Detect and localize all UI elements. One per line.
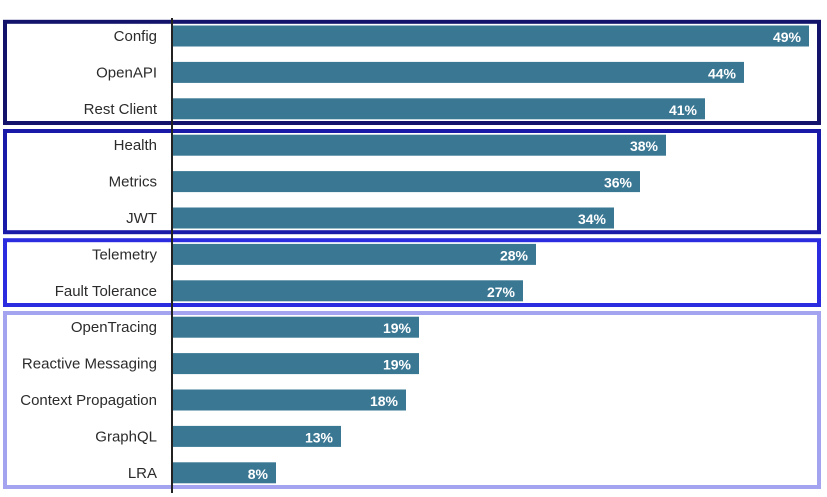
category-label: Fault Tolerance <box>55 283 157 300</box>
bar-reactive-messaging <box>172 353 419 375</box>
group-frames <box>3 19 821 489</box>
value-label: 27% <box>487 284 516 300</box>
category-label: Reactive Messaging <box>22 356 157 373</box>
group-frame-4 <box>3 311 821 489</box>
bar-rest-client <box>172 98 705 120</box>
value-label: 19% <box>383 320 412 336</box>
value-label: 44% <box>708 65 737 81</box>
value-label: 38% <box>630 138 659 154</box>
value-label: 13% <box>305 429 334 445</box>
bar-openapi <box>172 61 744 83</box>
group-frame-3 <box>3 238 821 307</box>
bar-opentracing <box>172 316 419 338</box>
value-label: 49% <box>773 29 802 45</box>
value-label: 18% <box>370 393 399 409</box>
value-label: 34% <box>578 211 607 227</box>
value-label: 8% <box>248 466 269 482</box>
category-label: Config <box>114 28 157 45</box>
category-label: LRA <box>128 465 157 482</box>
category-label: JWT <box>126 210 157 227</box>
bar-graphql <box>172 425 341 447</box>
category-label: OpenAPI <box>96 64 157 81</box>
category-label: Metrics <box>109 174 157 191</box>
category-label: GraphQL <box>95 428 157 445</box>
bar-fault-tolerance <box>172 280 523 302</box>
category-label: Rest Client <box>84 101 158 118</box>
bar-config <box>172 25 809 47</box>
value-label: 28% <box>500 247 529 263</box>
value-label: 41% <box>669 102 698 118</box>
bar-telemetry <box>172 243 536 265</box>
bar-context-propagation <box>172 389 406 411</box>
category-label: Health <box>114 137 157 154</box>
bar-lra <box>172 462 276 484</box>
group-frame-1 <box>3 19 821 125</box>
category-label: OpenTracing <box>71 319 157 336</box>
group-frame-2 <box>3 129 821 235</box>
bar-metrics <box>172 171 640 193</box>
value-label: 19% <box>383 357 412 373</box>
value-label: 36% <box>604 175 633 191</box>
category-label: Context Propagation <box>20 392 157 409</box>
bars: Config 49% OpenAPI 44% Rest Client 41% Health 3… <box>20 25 809 484</box>
bar-health <box>172 134 666 156</box>
bar-jwt <box>172 207 614 229</box>
category-label: Telemetry <box>92 246 158 263</box>
